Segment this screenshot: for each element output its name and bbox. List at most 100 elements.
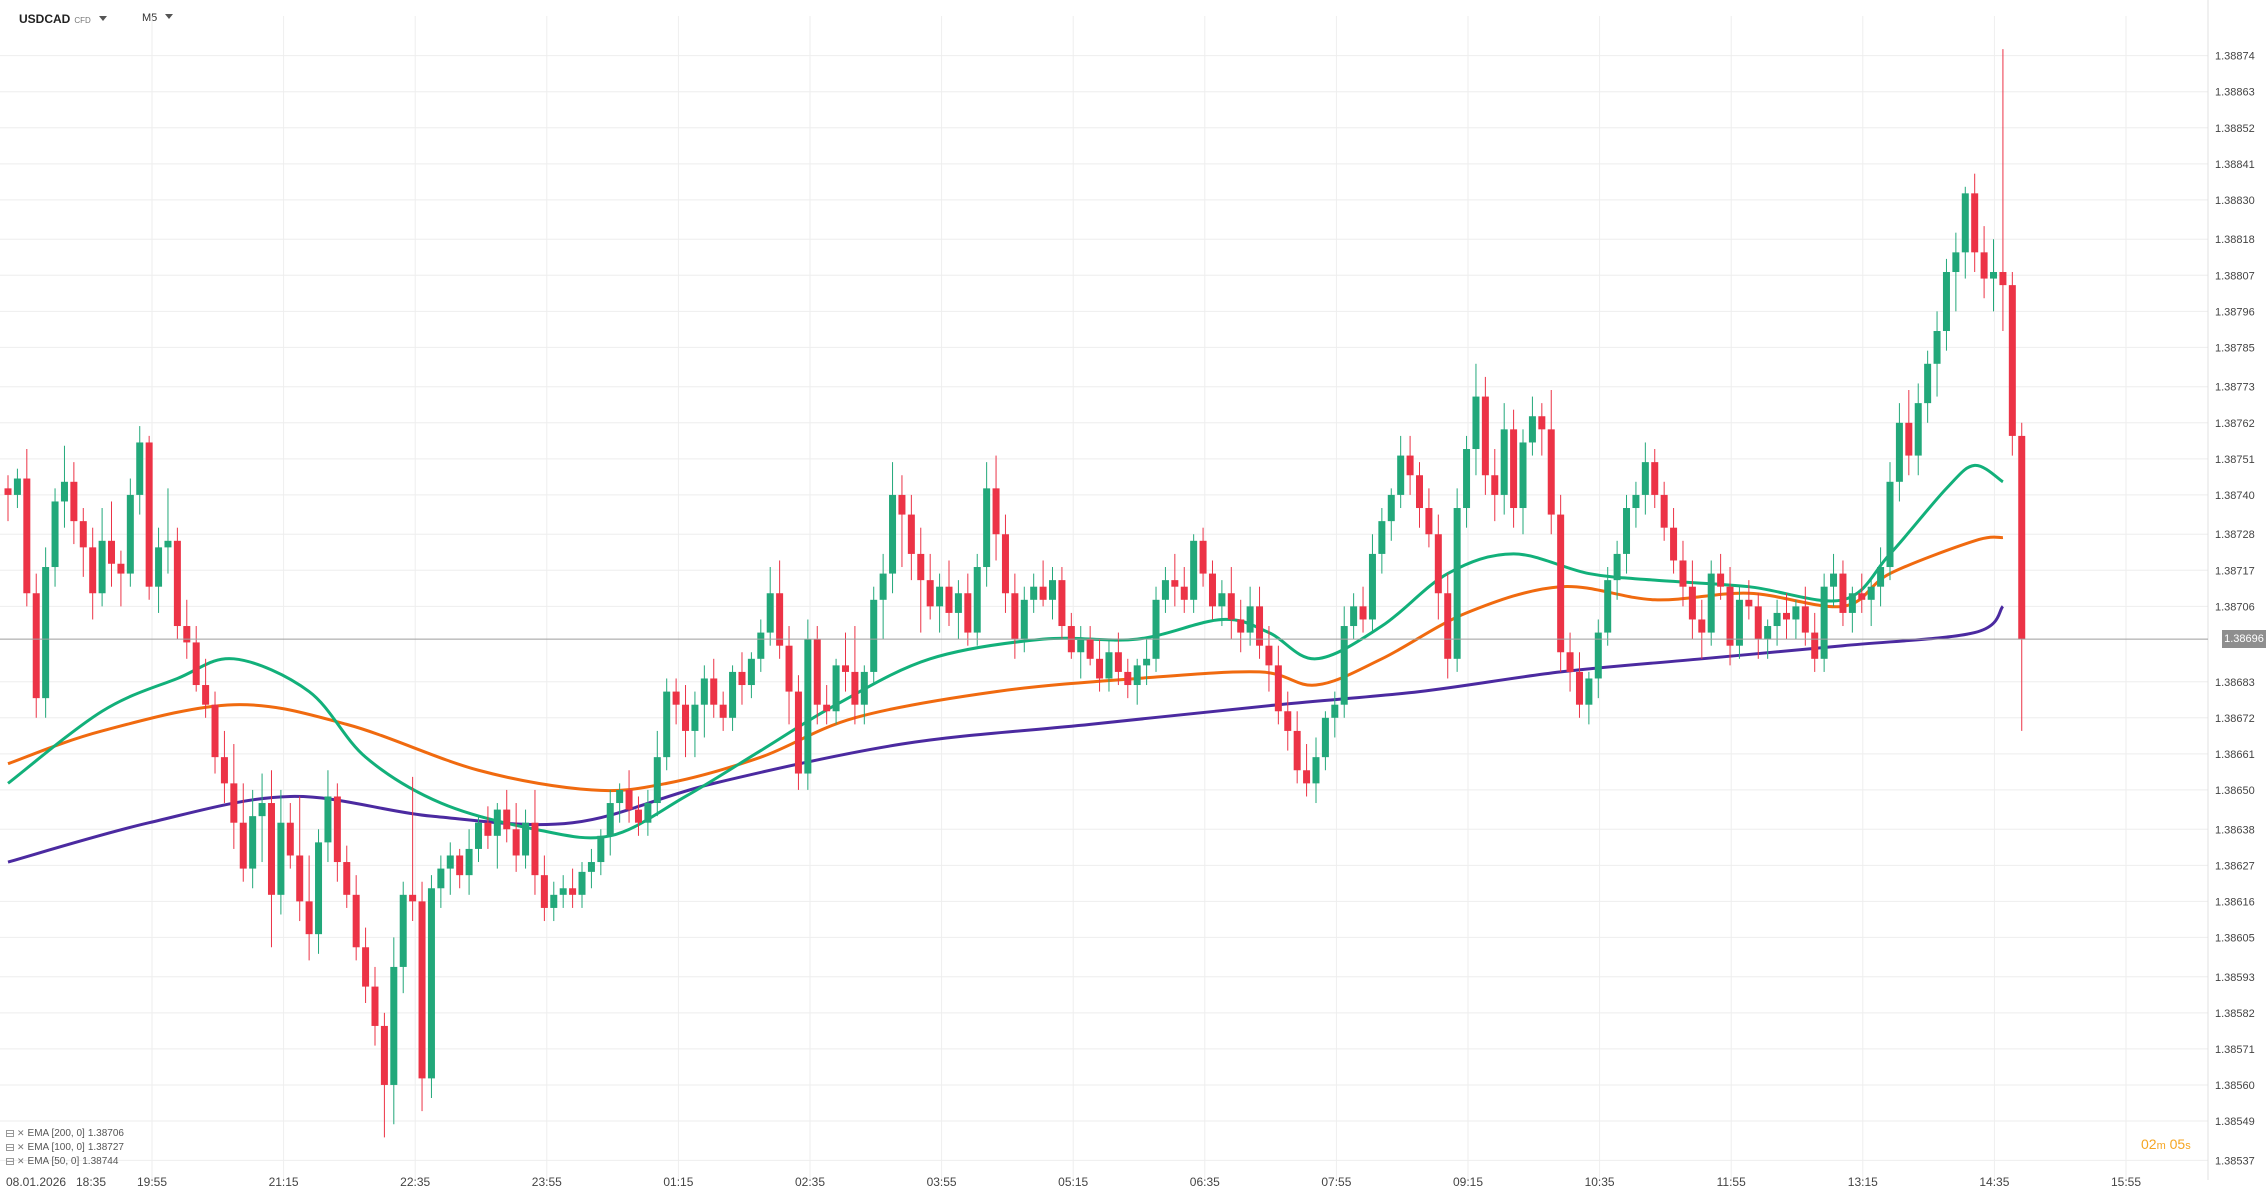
candle-body bbox=[1924, 363, 1932, 404]
candle-body bbox=[1256, 606, 1264, 646]
candle-body bbox=[1331, 704, 1339, 718]
y-tick-label: 1.38549 bbox=[2215, 1116, 2255, 1128]
candle-body bbox=[13, 478, 21, 495]
candle bbox=[333, 783, 341, 882]
candle-body bbox=[126, 494, 134, 574]
settings-icon[interactable] bbox=[6, 1144, 14, 1151]
candles bbox=[4, 49, 2026, 1138]
candle bbox=[1105, 639, 1113, 692]
y-tick-label: 1.38683 bbox=[2215, 677, 2255, 689]
candle-body bbox=[522, 822, 530, 856]
candle bbox=[173, 527, 181, 640]
candle bbox=[1020, 586, 1028, 653]
candle bbox=[1604, 567, 1612, 646]
candle bbox=[211, 691, 219, 774]
y-tick-label: 1.38582 bbox=[2215, 1008, 2255, 1020]
candle bbox=[578, 862, 586, 908]
symbol-type: CFD bbox=[74, 16, 91, 25]
candle-body bbox=[1434, 534, 1442, 594]
y-tick-label: 1.38785 bbox=[2215, 342, 2255, 354]
close-icon[interactable]: ✕ bbox=[17, 1156, 25, 1166]
candle-body bbox=[1237, 619, 1245, 633]
settings-icon[interactable] bbox=[6, 1158, 14, 1165]
candle bbox=[1378, 508, 1386, 574]
candle bbox=[851, 626, 859, 725]
candle-body bbox=[700, 678, 708, 705]
candle-body bbox=[587, 862, 595, 872]
countdown-minutes: 02 bbox=[2141, 1136, 2157, 1152]
symbol-selector[interactable]: USDCAD CFD bbox=[19, 12, 107, 26]
y-tick-label: 1.38818 bbox=[2215, 234, 2255, 246]
candle-body bbox=[1463, 449, 1471, 509]
candle bbox=[1368, 534, 1376, 633]
candle-body bbox=[1933, 331, 1941, 364]
y-tick-label: 1.38605 bbox=[2215, 932, 2255, 944]
candle bbox=[60, 445, 68, 528]
candle-body bbox=[503, 809, 511, 830]
y-tick-label: 1.38650 bbox=[2215, 785, 2255, 797]
legend-ema-100[interactable]: ✕ EMA [100, 0] 1.38727 bbox=[6, 1142, 124, 1153]
candle bbox=[1463, 435, 1471, 528]
candle-body bbox=[1914, 403, 1922, 456]
legend-ema-50[interactable]: ✕ EMA [50, 0] 1.38744 bbox=[6, 1156, 118, 1167]
current-price-label: 1.38696 bbox=[2222, 630, 2266, 649]
close-icon[interactable]: ✕ bbox=[17, 1142, 25, 1152]
candle bbox=[1811, 612, 1819, 672]
close-icon[interactable]: ✕ bbox=[17, 1128, 25, 1138]
candle bbox=[503, 789, 511, 843]
x-tick-label: 07:55 bbox=[1321, 1175, 1351, 1189]
candle bbox=[1199, 527, 1207, 587]
candle-body bbox=[973, 567, 981, 633]
candle-body bbox=[1961, 193, 1969, 253]
candle bbox=[766, 567, 774, 646]
candle-body bbox=[1077, 639, 1085, 653]
candle bbox=[729, 665, 737, 731]
candle bbox=[390, 937, 398, 1125]
candle-body bbox=[475, 822, 482, 849]
candle bbox=[1237, 599, 1245, 653]
candle-body bbox=[456, 855, 464, 876]
candle-body bbox=[860, 671, 868, 705]
candle bbox=[108, 501, 116, 587]
x-tick-label: 01:15 bbox=[663, 1175, 693, 1189]
candle-body bbox=[1754, 606, 1762, 640]
y-tick-label: 1.38672 bbox=[2215, 713, 2255, 725]
candle-body bbox=[1359, 606, 1367, 620]
candle bbox=[446, 842, 454, 895]
candle-body bbox=[870, 599, 878, 672]
candle-body bbox=[1208, 573, 1216, 607]
candle-body bbox=[550, 894, 558, 908]
candle-body bbox=[832, 665, 840, 712]
candle-body bbox=[1604, 580, 1612, 633]
candle-body bbox=[60, 481, 68, 502]
candle bbox=[1124, 658, 1132, 699]
legend-ema-200[interactable]: ✕ EMA [200, 0] 1.38706 bbox=[6, 1128, 124, 1139]
candle bbox=[220, 730, 228, 804]
candle bbox=[983, 462, 991, 587]
candle-body bbox=[1133, 665, 1141, 686]
candle-body bbox=[1387, 494, 1395, 522]
y-tick-label: 1.38841 bbox=[2215, 159, 2255, 171]
candle-body bbox=[362, 947, 370, 987]
candle-body bbox=[879, 573, 887, 600]
candle-body bbox=[1726, 586, 1734, 646]
candle bbox=[964, 573, 972, 646]
candle bbox=[907, 494, 915, 581]
candle-body bbox=[1811, 632, 1819, 659]
legend-value: 1.38727 bbox=[87, 1142, 124, 1153]
candle bbox=[992, 455, 1000, 561]
candle-body bbox=[804, 639, 812, 774]
candle bbox=[1340, 606, 1348, 718]
candle bbox=[1886, 462, 1894, 581]
candle-body bbox=[70, 481, 78, 522]
candle bbox=[70, 462, 78, 545]
candle bbox=[4, 475, 12, 522]
timeframe-selector[interactable]: M5 bbox=[142, 12, 174, 24]
y-tick-label: 1.38717 bbox=[2215, 565, 2255, 577]
candle bbox=[1623, 494, 1631, 574]
settings-icon[interactable] bbox=[6, 1130, 14, 1137]
candle-body bbox=[1952, 252, 1960, 273]
candle bbox=[757, 619, 765, 672]
candle bbox=[1613, 540, 1621, 600]
